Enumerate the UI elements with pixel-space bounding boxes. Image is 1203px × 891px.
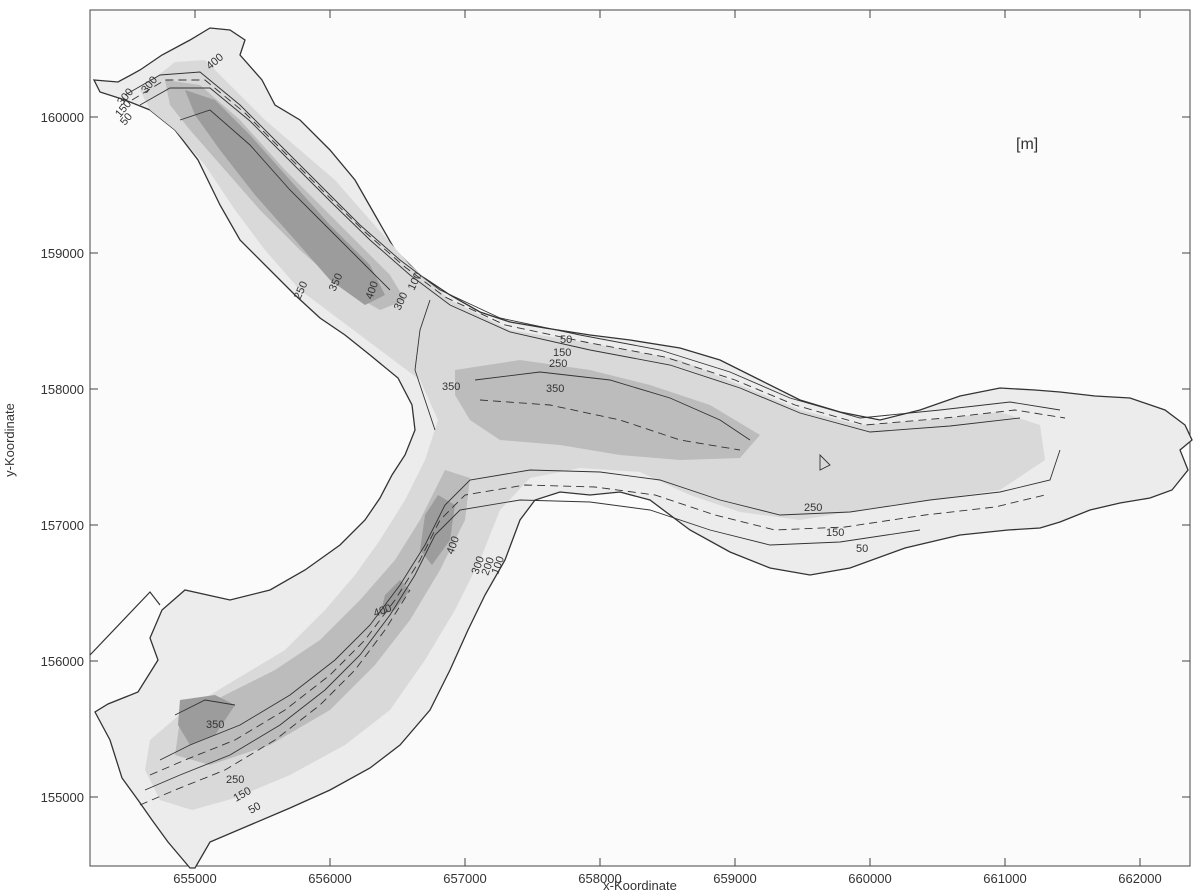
y-tick-label: 155000	[41, 790, 84, 805]
x-axis-title: x-Koordinate	[603, 878, 677, 891]
x-tick-label: 657000	[443, 871, 486, 886]
x-tick-label: 661000	[983, 871, 1026, 886]
contour-label: 150	[826, 527, 844, 539]
x-tick-label: 662000	[1118, 871, 1161, 886]
depth-zone-deepest-southwest	[178, 695, 235, 745]
x-tick-label: 660000	[848, 871, 891, 886]
y-tick-label: 158000	[41, 382, 84, 397]
depth-zone-deep-south	[175, 470, 470, 765]
contour-label: 350	[546, 383, 564, 395]
contour-label: 250	[804, 502, 822, 514]
contour-label: 200	[480, 556, 498, 577]
contour-label: 300	[470, 555, 488, 576]
x-tick-label: 655000	[173, 871, 216, 886]
y-tick-label: 159000	[41, 246, 84, 261]
contour-label: 50	[856, 543, 868, 555]
x-tick-label: 658000	[578, 871, 621, 886]
contour-label: 100	[490, 555, 508, 576]
y-tick-label: 160000	[41, 110, 84, 125]
contour-lines	[124, 71, 1066, 806]
unit-label: [m]	[1016, 136, 1038, 153]
contour-label: 50	[247, 800, 264, 817]
y-tick-labels: 160000 159000 158000 157000 156000 15500…	[41, 110, 84, 805]
contour-label: 50	[560, 334, 572, 346]
contour-label: 350	[442, 381, 460, 393]
contour-label: 250	[549, 358, 567, 370]
contour-labels: 350 350 250 150 50 50 150 250 400 400 35…	[113, 51, 868, 816]
contour-label: 400	[364, 280, 382, 301]
x-tick-label: 659000	[713, 871, 756, 886]
contour-label: 150	[553, 347, 571, 359]
depth-zone-deepest-north	[185, 90, 385, 305]
contour-label: 400	[372, 602, 393, 620]
x-tick-label: 656000	[308, 871, 351, 886]
contour-label: 400	[445, 535, 463, 556]
y-axis-title: y-Koordinate	[2, 403, 17, 477]
contour-label: 350	[206, 719, 224, 731]
depth-zone-deepest-south-2	[380, 580, 410, 615]
y-tick-label: 156000	[41, 654, 84, 669]
depth-zone-deep-center	[455, 360, 760, 460]
y-tick-label: 157000	[41, 518, 84, 533]
x-tick-labels: 655000 656000 657000 658000 659000 66000…	[173, 871, 1161, 886]
contour-label: 250	[226, 774, 244, 786]
boundary-line-southwest	[89, 591, 161, 656]
